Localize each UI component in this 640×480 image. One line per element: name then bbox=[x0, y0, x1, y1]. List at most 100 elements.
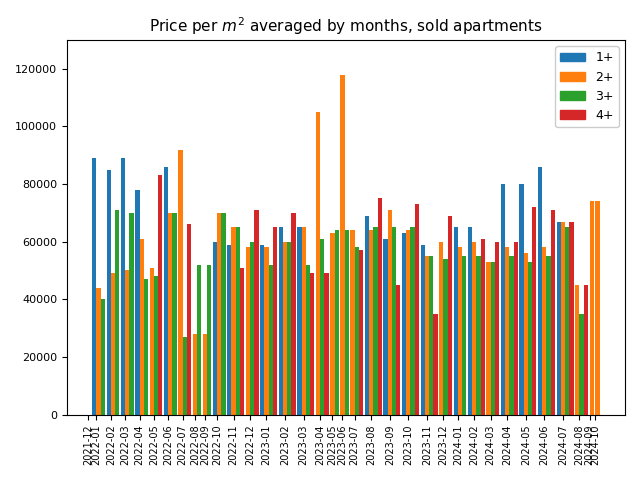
Bar bbox=[476, 256, 481, 415]
Bar bbox=[383, 239, 388, 415]
Bar bbox=[150, 268, 154, 415]
Bar bbox=[283, 242, 287, 415]
Bar bbox=[330, 233, 335, 415]
Bar bbox=[491, 262, 495, 415]
Bar bbox=[144, 279, 148, 415]
Bar bbox=[129, 213, 134, 415]
Bar bbox=[287, 242, 291, 415]
Bar bbox=[378, 198, 382, 415]
Bar bbox=[454, 228, 458, 415]
Bar bbox=[532, 207, 536, 415]
Bar bbox=[589, 201, 594, 415]
Bar bbox=[306, 265, 310, 415]
Title: Price per $m^2$ averaged by months, sold apartments: Price per $m^2$ averaged by months, sold… bbox=[149, 15, 543, 36]
Bar bbox=[107, 169, 111, 415]
Bar bbox=[402, 233, 406, 415]
Bar bbox=[135, 190, 140, 415]
Bar bbox=[187, 224, 191, 415]
Bar bbox=[254, 210, 259, 415]
Bar bbox=[269, 265, 273, 415]
Bar bbox=[513, 242, 518, 415]
Bar bbox=[542, 248, 547, 415]
Bar bbox=[373, 228, 378, 415]
Bar bbox=[236, 228, 240, 415]
Bar bbox=[444, 259, 447, 415]
Bar bbox=[316, 112, 320, 415]
Bar bbox=[278, 228, 283, 415]
Bar bbox=[158, 175, 163, 415]
Bar bbox=[250, 242, 254, 415]
Bar bbox=[406, 230, 410, 415]
Bar bbox=[584, 285, 588, 415]
Bar bbox=[273, 228, 277, 415]
Bar bbox=[420, 245, 425, 415]
Bar bbox=[217, 213, 221, 415]
Bar bbox=[359, 251, 363, 415]
Bar bbox=[221, 213, 225, 415]
Bar bbox=[575, 285, 579, 415]
Bar bbox=[505, 248, 509, 415]
Bar bbox=[207, 265, 211, 415]
Bar bbox=[557, 221, 561, 415]
Bar bbox=[355, 248, 359, 415]
Bar bbox=[410, 228, 415, 415]
Bar bbox=[365, 216, 369, 415]
Bar bbox=[369, 230, 373, 415]
Bar bbox=[520, 184, 524, 415]
Bar bbox=[595, 201, 600, 415]
Bar bbox=[439, 242, 444, 415]
Bar bbox=[240, 268, 244, 415]
Bar bbox=[481, 239, 485, 415]
Bar bbox=[310, 274, 314, 415]
Bar bbox=[547, 256, 551, 415]
Bar bbox=[528, 262, 532, 415]
Bar bbox=[462, 256, 467, 415]
Bar bbox=[232, 228, 236, 415]
Bar bbox=[197, 265, 201, 415]
Bar bbox=[172, 213, 177, 415]
Bar bbox=[164, 167, 168, 415]
Bar bbox=[179, 149, 182, 415]
Bar bbox=[415, 204, 419, 415]
Bar bbox=[298, 228, 301, 415]
Bar bbox=[351, 230, 355, 415]
Bar bbox=[388, 210, 392, 415]
Bar bbox=[495, 242, 499, 415]
Bar bbox=[468, 228, 472, 415]
Bar bbox=[344, 230, 349, 415]
Bar bbox=[396, 285, 401, 415]
Bar bbox=[551, 210, 555, 415]
Bar bbox=[213, 242, 217, 415]
Bar bbox=[121, 158, 125, 415]
Bar bbox=[486, 262, 491, 415]
Bar bbox=[97, 288, 100, 415]
Bar bbox=[579, 314, 584, 415]
Bar bbox=[324, 274, 329, 415]
Bar bbox=[193, 334, 197, 415]
Bar bbox=[264, 248, 269, 415]
Bar bbox=[538, 167, 542, 415]
Bar bbox=[472, 242, 476, 415]
Bar bbox=[524, 253, 528, 415]
Bar bbox=[458, 248, 462, 415]
Bar bbox=[340, 74, 344, 415]
Bar bbox=[227, 245, 232, 415]
Legend: 1+, 2+, 3+, 4+: 1+, 2+, 3+, 4+ bbox=[556, 46, 619, 127]
Bar bbox=[260, 245, 264, 415]
Bar bbox=[115, 210, 119, 415]
Bar bbox=[425, 256, 429, 415]
Bar bbox=[570, 221, 573, 415]
Bar bbox=[429, 256, 433, 415]
Bar bbox=[246, 248, 250, 415]
Bar bbox=[509, 256, 513, 415]
Bar bbox=[100, 300, 105, 415]
Bar bbox=[447, 216, 452, 415]
Bar bbox=[203, 334, 207, 415]
Bar bbox=[501, 184, 505, 415]
Bar bbox=[182, 337, 187, 415]
Bar bbox=[320, 239, 324, 415]
Bar bbox=[335, 230, 339, 415]
Bar bbox=[125, 271, 129, 415]
Bar bbox=[433, 314, 438, 415]
Bar bbox=[140, 239, 144, 415]
